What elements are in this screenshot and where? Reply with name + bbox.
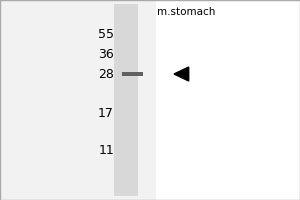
Polygon shape [174, 67, 189, 81]
Text: 36: 36 [98, 47, 114, 60]
Bar [114, 4, 138, 196]
Text: 28: 28 [98, 68, 114, 80]
Bar [122, 72, 142, 76]
Text: 17: 17 [98, 107, 114, 120]
Bar [156, 0, 300, 200]
Text: 11: 11 [98, 144, 114, 156]
Text: m.stomach: m.stomach [157, 7, 215, 17]
Text: 55: 55 [98, 27, 114, 40]
